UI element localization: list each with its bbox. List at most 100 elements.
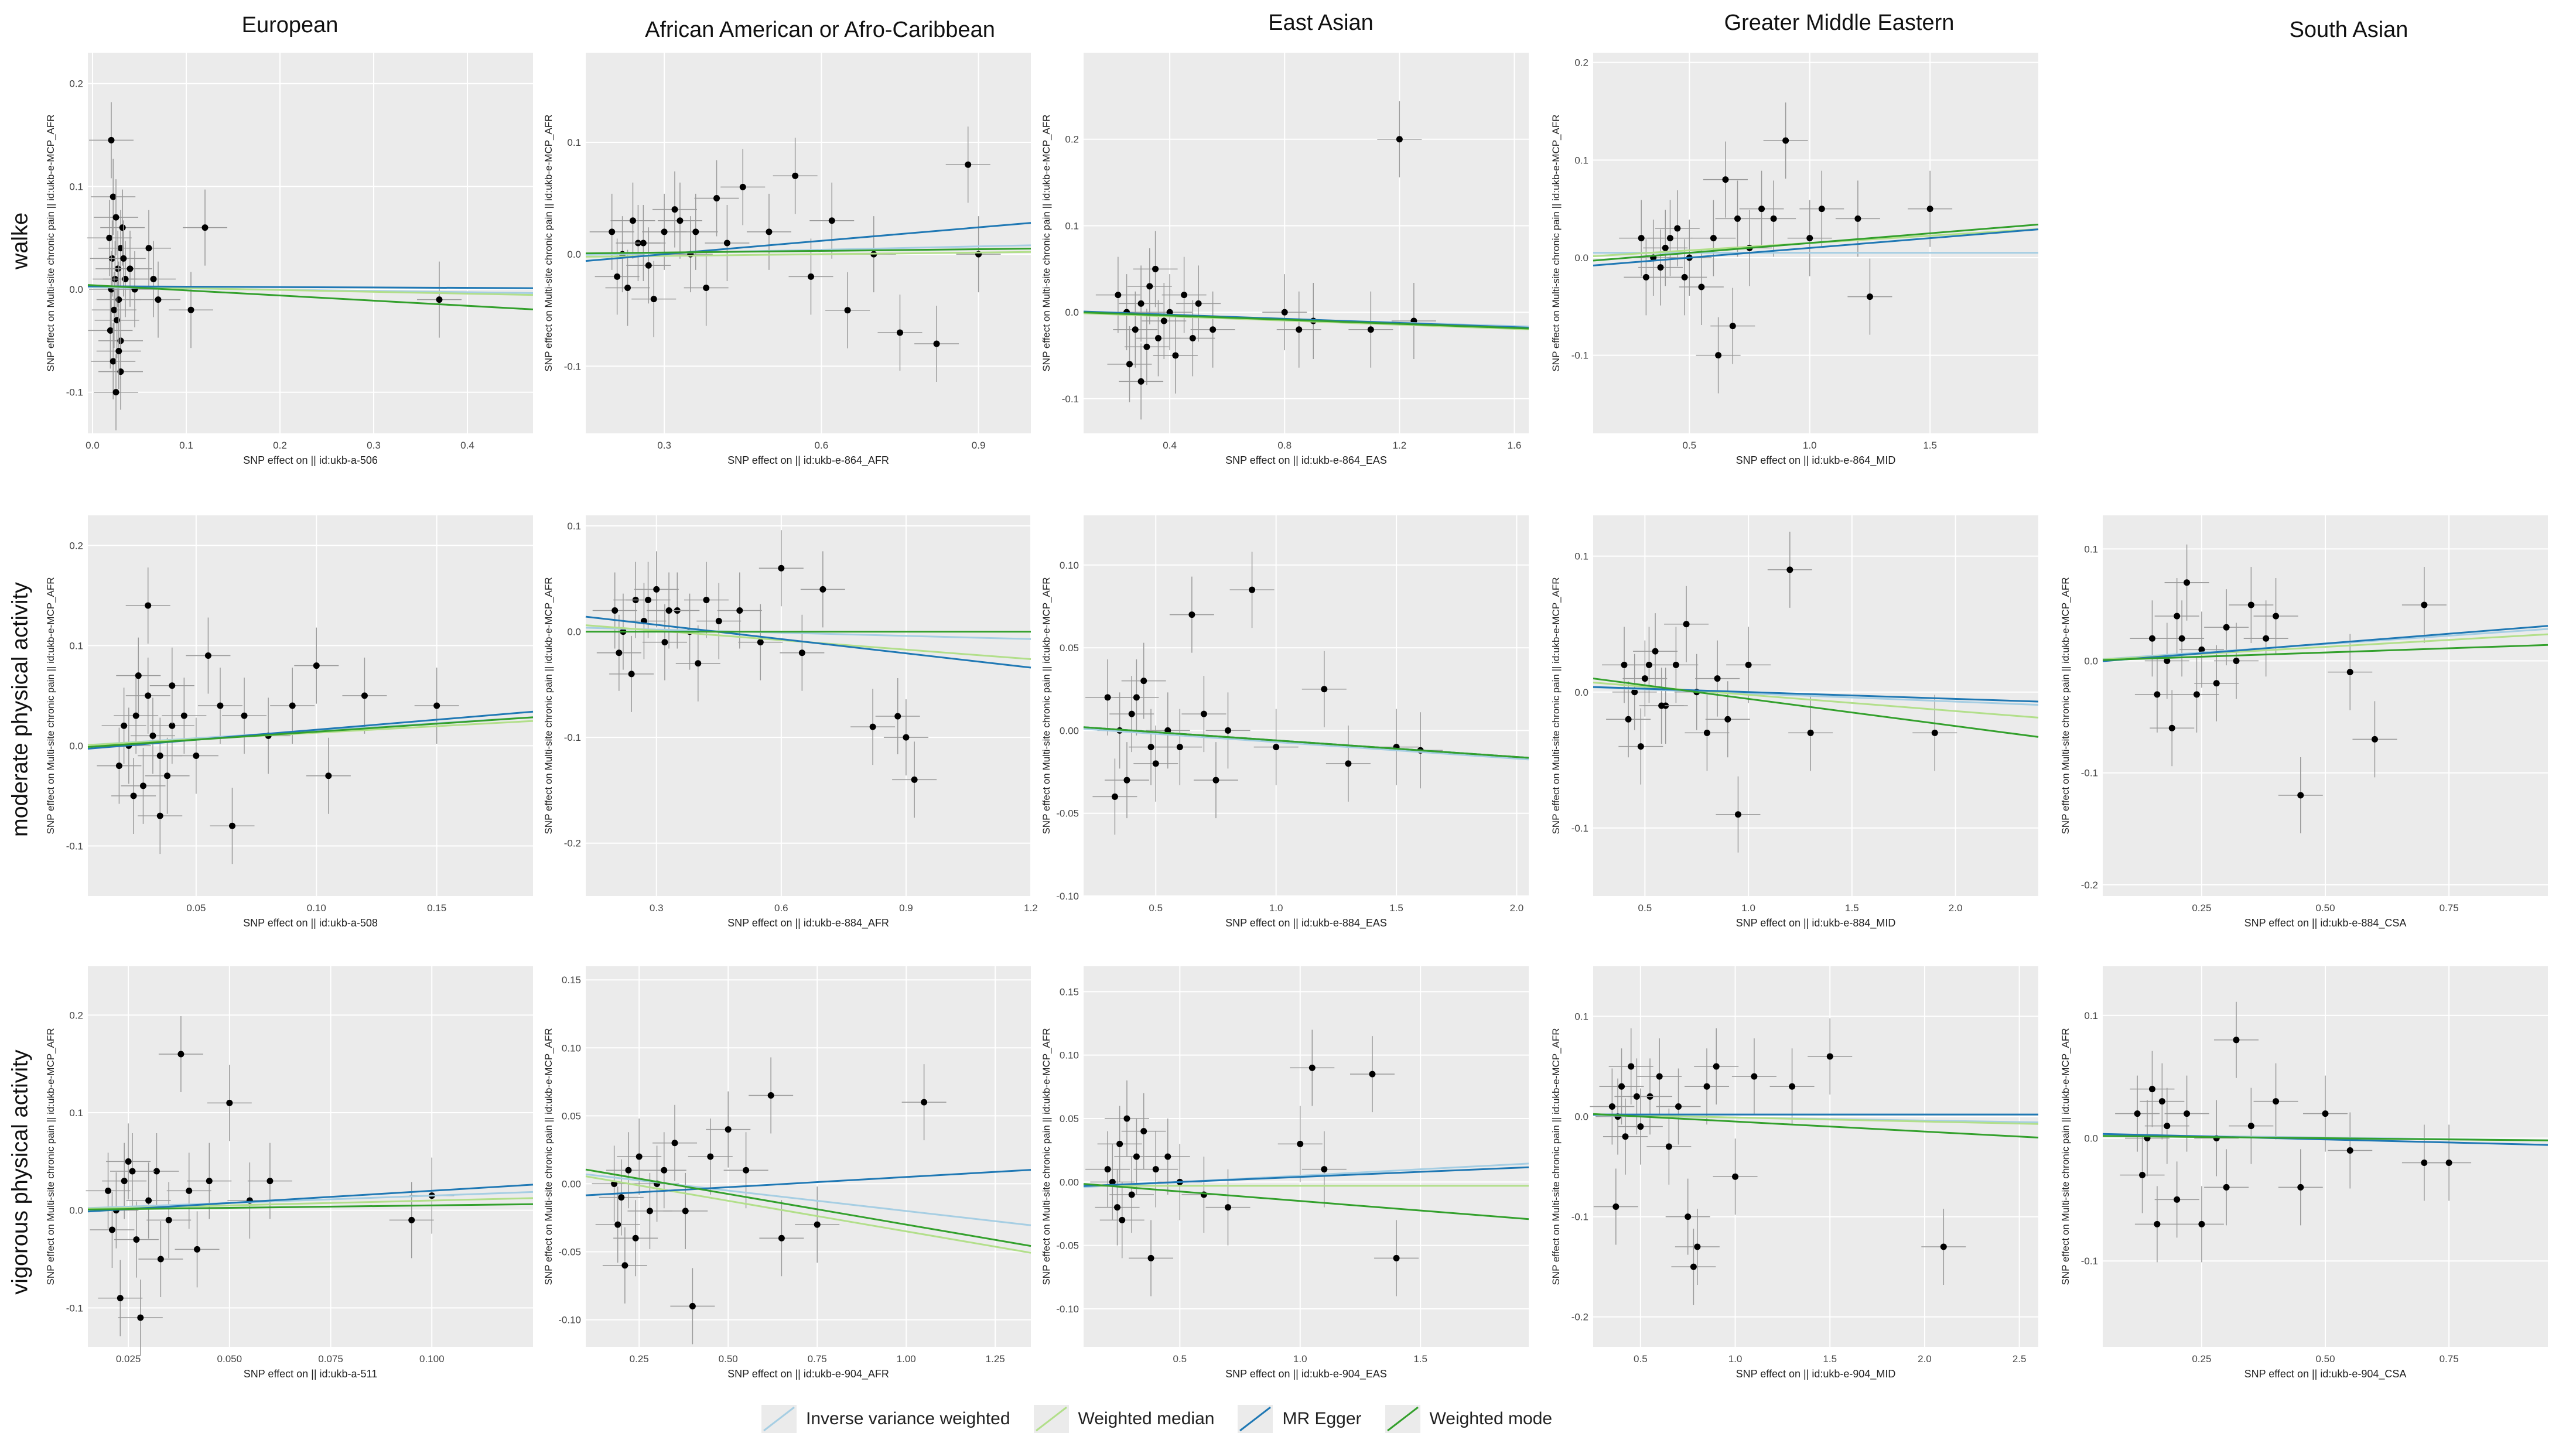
- data-point: [157, 1256, 164, 1263]
- data-point: [1710, 235, 1717, 242]
- data-point: [739, 183, 746, 190]
- legend-key-mr-egger: [1238, 1405, 1273, 1433]
- data-point: [682, 1208, 689, 1215]
- y-tick-label: 0.00: [1060, 725, 1079, 736]
- data-point: [1854, 215, 1861, 222]
- legend-key-weighted-median: [1033, 1405, 1069, 1433]
- data-point: [1656, 1073, 1663, 1080]
- y-tick-label: -0.2: [1571, 1312, 1588, 1323]
- data-point: [105, 1187, 112, 1194]
- data-point: [2247, 1123, 2254, 1130]
- data-point: [241, 712, 248, 719]
- line-weighted-mode: [1083, 726, 1529, 759]
- data-point: [1672, 661, 1679, 668]
- data-point: [228, 822, 235, 829]
- x-tick-label: 1.5: [1845, 902, 1859, 914]
- x-axis-label: SNP effect on || id:ukb-a-508: [243, 917, 378, 929]
- x-tick-label: 0.75: [808, 1353, 827, 1364]
- x-axis-label: SNP effect on || id:ukb-e-864_EAS: [1225, 454, 1387, 467]
- data-point: [828, 217, 835, 224]
- line-weighted-median: [1593, 1113, 2039, 1125]
- data-point: [408, 1216, 415, 1223]
- y-tick-label: 0.10: [1060, 560, 1079, 571]
- line-weighted-mode: [585, 248, 1031, 255]
- data-point: [2445, 1159, 2452, 1166]
- x-tick-label: 0.5: [1634, 1353, 1648, 1364]
- line-inverse-variance-weighted: [1083, 728, 1529, 761]
- data-point: [1210, 326, 1217, 333]
- data-point: [2233, 658, 2240, 665]
- x-tick-label: 1.5: [1413, 1353, 1427, 1364]
- x-axis-label: SNP effect on || id:ukb-a-511: [244, 1368, 378, 1380]
- data-point: [1685, 1213, 1692, 1220]
- data-point: [125, 1158, 132, 1165]
- data-point: [1789, 1083, 1796, 1090]
- y-axis-label: SNP effect on Multi-site chronic pain ||…: [1550, 1028, 1562, 1285]
- data-point: [150, 275, 157, 282]
- x-tick-label: 1.0: [1293, 1353, 1307, 1364]
- x-axis-label: SNP effect on || id:ukb-e-904_MID: [1736, 1368, 1896, 1380]
- panel-background: [88, 53, 533, 433]
- data-point: [1152, 265, 1159, 272]
- data-point: [2148, 635, 2155, 642]
- data-point: [2174, 613, 2181, 620]
- y-tick-label: 0.0: [69, 740, 83, 751]
- data-point: [1658, 702, 1665, 709]
- x-tick-label: 0.50: [2315, 902, 2335, 914]
- panel-walke-african-american-or-afro-caribbean: 0.3 0.6 0.9 -0.1 0.0 0.1 SNP effect on || id:u…: [543, 53, 1031, 467]
- data-point: [1147, 744, 1154, 751]
- data-point: [1160, 317, 1167, 324]
- x-tick-label: 0.5: [1149, 902, 1163, 914]
- line-weighted-median: [585, 1175, 1031, 1254]
- line-mr-egger: [87, 1184, 534, 1213]
- data-point: [1826, 1053, 1833, 1060]
- line-inverse-variance-weighted: [585, 627, 1031, 640]
- x-tick-label: 0.9: [899, 902, 913, 914]
- data-point: [156, 753, 163, 760]
- line-weighted-median: [585, 251, 1031, 258]
- data-point: [645, 596, 652, 603]
- y-axis-label: SNP effect on Multi-site chronic pain ||…: [1041, 114, 1052, 371]
- data-point: [707, 1153, 714, 1160]
- y-tick-label: 0.1: [1574, 551, 1588, 562]
- panel-vigorous-physical-activity-greater-middle-eastern: 0.5 1.0 1.5 2.0 2.5 -0.2 -0.1 0.0 0.1 SNP effect …: [1550, 966, 2039, 1380]
- y-tick-label: -0.1: [1571, 823, 1588, 834]
- data-point: [1818, 206, 1825, 213]
- data-point: [1109, 1178, 1116, 1185]
- data-point: [1133, 694, 1140, 701]
- data-point: [169, 722, 176, 729]
- data-point: [117, 1295, 124, 1302]
- data-point: [1396, 136, 1403, 143]
- panel-background: [1084, 515, 1529, 896]
- data-point: [2371, 736, 2378, 743]
- data-point: [2213, 680, 2220, 687]
- data-point: [164, 772, 171, 779]
- y-tick-label: 0.0: [1574, 1112, 1588, 1123]
- column-title-middle-eastern: Greater Middle Eastern: [1724, 11, 1955, 35]
- data-point: [1273, 744, 1280, 751]
- y-axis-label: SNP effect on Multi-site chronic pain ||…: [45, 114, 56, 371]
- data-point: [1297, 1140, 1304, 1147]
- y-tick-label: -0.10: [1056, 1304, 1079, 1315]
- x-tick-label: 0.10: [307, 902, 326, 914]
- legend-line-weighted-median: [1035, 1406, 1067, 1432]
- data-point: [194, 1246, 201, 1253]
- line-weighted-mode: [87, 1203, 534, 1210]
- data-point: [1119, 1216, 1126, 1223]
- data-point: [2178, 635, 2185, 642]
- data-point: [119, 224, 126, 231]
- data-point: [1806, 235, 1813, 242]
- x-tick-label: 1.5: [1389, 902, 1403, 914]
- data-point: [145, 602, 152, 609]
- y-tick-label: 0.1: [1065, 220, 1079, 231]
- y-tick-label: -0.1: [66, 387, 83, 398]
- data-point: [313, 662, 320, 669]
- x-tick-label: 0.75: [2440, 902, 2459, 914]
- data-point: [1703, 1083, 1710, 1090]
- data-point: [139, 782, 146, 789]
- data-point: [618, 1194, 625, 1201]
- line-mr-egger: [87, 285, 534, 289]
- x-tick-label: 1.25: [986, 1353, 1005, 1364]
- data-point: [1133, 1153, 1140, 1160]
